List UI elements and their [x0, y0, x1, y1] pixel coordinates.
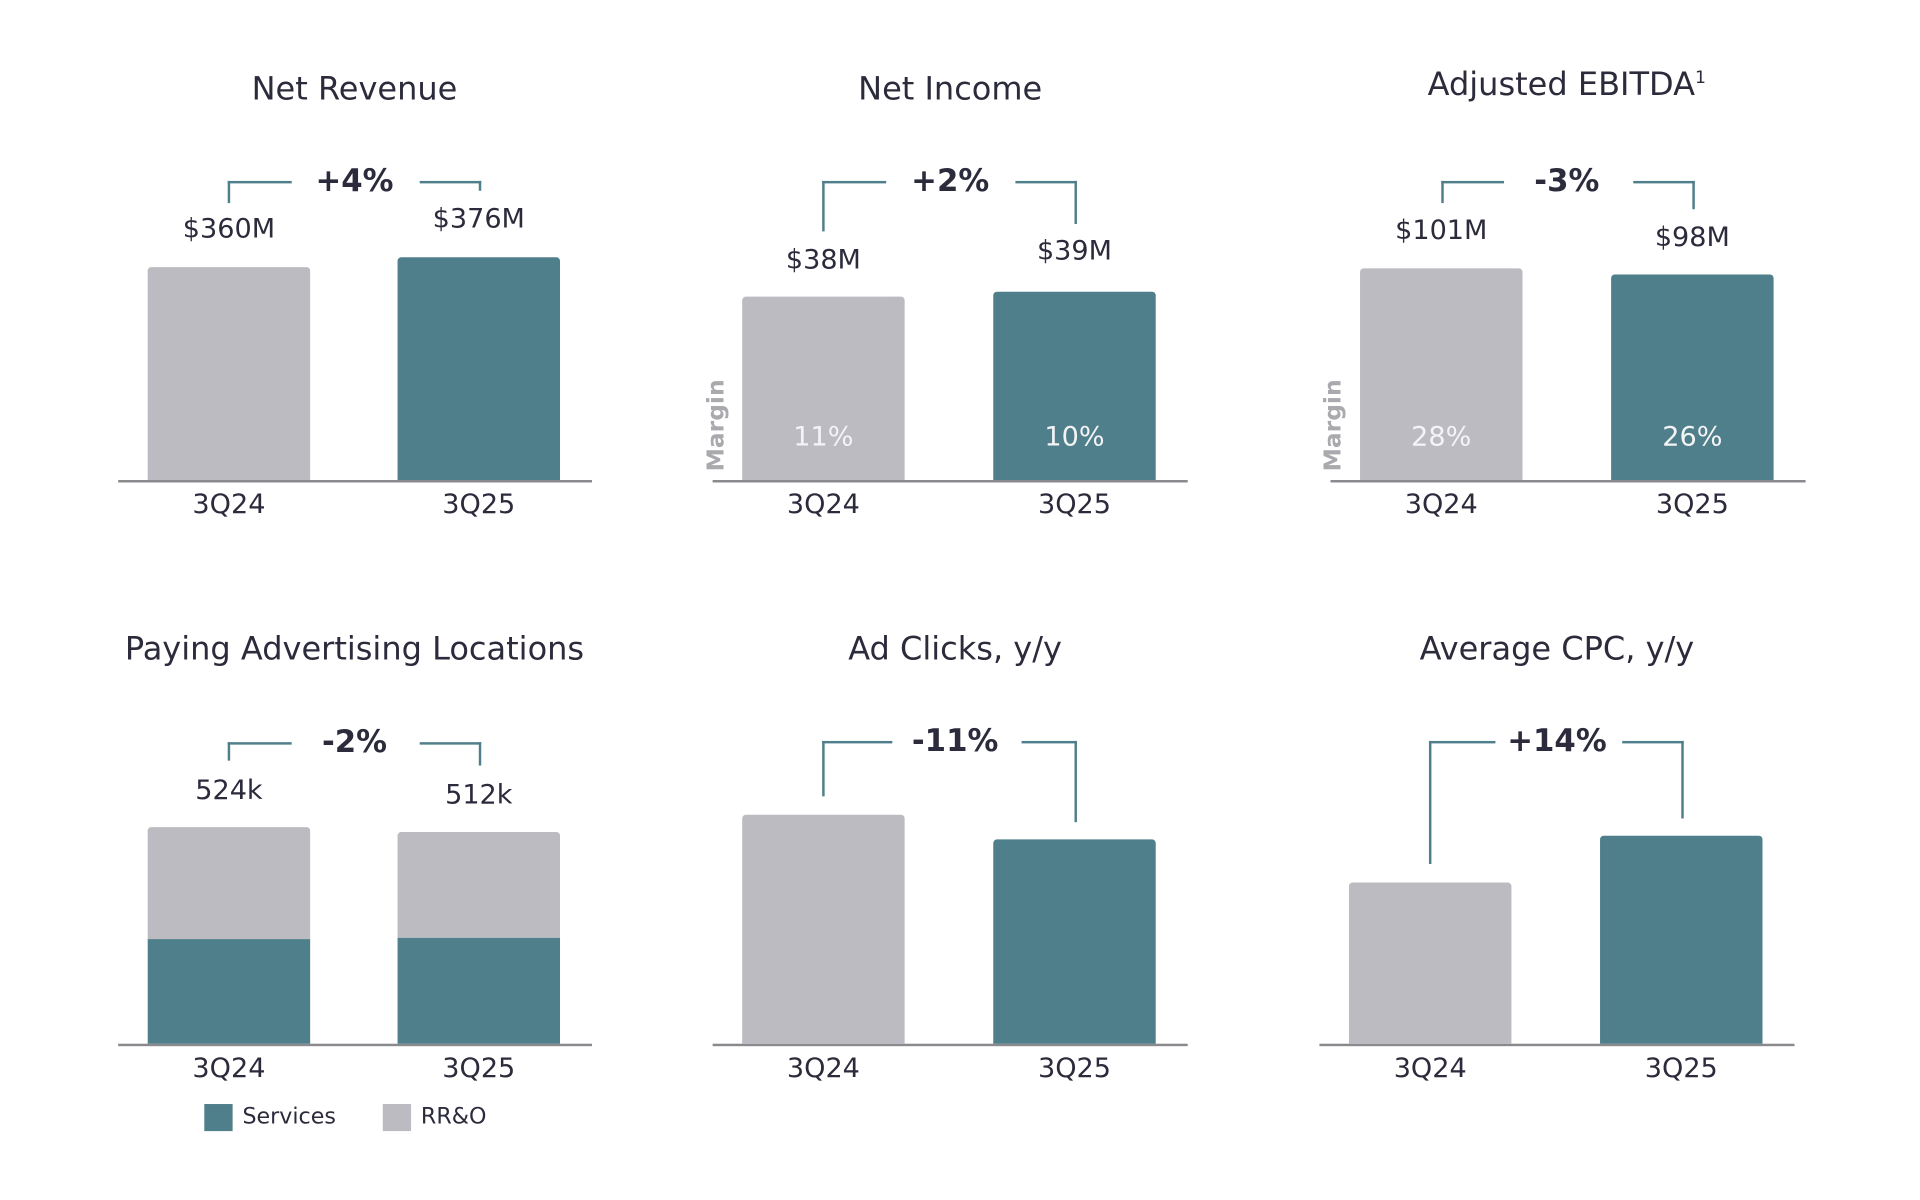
x-tick-label: 3Q25	[1037, 1053, 1111, 1085]
x-axis-line	[1330, 480, 1806, 483]
margin-value: 10%	[1044, 422, 1105, 453]
x-tick-label: 3Q24	[192, 489, 266, 521]
x-tick-label: 3Q25	[442, 489, 516, 521]
margin-value: 26%	[1662, 422, 1723, 453]
bracket-right-vertical	[1692, 180, 1695, 210]
bar-3Q25	[1600, 835, 1763, 1044]
chart-title: Ad Clicks, y/y	[848, 634, 1062, 666]
bracket-right-horizontal	[1021, 740, 1077, 744]
bracket-left-vertical	[227, 742, 231, 761]
x-tick-label: 3Q25	[1655, 489, 1729, 521]
bar-3Q24	[742, 814, 905, 1044]
margin-value: 11%	[793, 422, 854, 453]
bracket-left-vertical	[822, 180, 825, 232]
data-label: 524k	[195, 775, 263, 807]
chart-title: Adjusted EBITDA1	[1428, 69, 1706, 101]
data-label: $39M	[1036, 236, 1113, 268]
bar-3Q25	[1611, 274, 1774, 480]
bracket-left-horizontal	[227, 742, 292, 745]
bracket-left-vertical	[1428, 740, 1432, 865]
legend-label: Services	[242, 1104, 336, 1130]
chart-title: Paying Advertising Locations	[125, 634, 584, 666]
bracket-right-vertical	[1074, 180, 1077, 225]
bracket-right-horizontal	[1015, 180, 1077, 184]
bar-3Q24	[1360, 268, 1523, 480]
data-label: $101M	[1395, 215, 1488, 247]
bracket-left-horizontal	[227, 180, 292, 184]
x-tick-label: 3Q24	[786, 489, 860, 521]
x-tick-label: 3Q25	[442, 1053, 516, 1085]
bracket-right-horizontal	[1633, 180, 1695, 184]
data-label: $38M	[785, 244, 861, 276]
bar-services	[397, 937, 561, 1044]
bar-3Q25	[397, 257, 561, 480]
chart-title-text: Net Revenue	[251, 71, 458, 109]
bracket-right-horizontal	[419, 180, 482, 184]
x-tick-label: 3Q25	[1037, 489, 1111, 521]
bracket-left-horizontal	[1428, 740, 1496, 744]
bar-3Q24	[1348, 882, 1512, 1044]
bracket-right-horizontal	[1622, 740, 1684, 744]
chart-title: Average CPC, y/y	[1420, 634, 1695, 666]
chart-title-text: Adjusted EBITDA	[1427, 66, 1695, 104]
bracket-left-horizontal	[822, 740, 893, 744]
x-axis-line	[118, 1043, 593, 1047]
bar-rro	[397, 831, 561, 938]
bracket-left-vertical	[822, 740, 825, 797]
data-label: 512k	[445, 780, 513, 812]
x-tick-label: 3Q24	[786, 1053, 860, 1085]
bar-3Q24	[147, 267, 311, 480]
change-label: -3%	[1534, 162, 1600, 199]
bracket-right-horizontal	[419, 742, 482, 745]
chart-title-text: Ad Clicks, y/y	[848, 631, 1062, 669]
chart-title-text: Paying Advertising Locations	[124, 631, 585, 669]
change-label: -11%	[911, 722, 999, 759]
chart-title-text: Average CPC, y/y	[1419, 631, 1695, 669]
data-label: $98M	[1654, 222, 1730, 254]
change-label: +4%	[315, 162, 394, 199]
bar-3Q24	[742, 296, 905, 480]
chart-title-text: Net Income	[858, 71, 1043, 109]
bracket-left-horizontal	[1441, 180, 1505, 184]
legend-swatch-rro	[382, 1104, 412, 1132]
bracket-right-vertical	[1681, 740, 1684, 819]
x-axis-line	[712, 1043, 1188, 1047]
bar-3Q25	[993, 839, 1156, 1044]
bracket-right-vertical	[478, 742, 482, 766]
bracket-right-vertical	[1074, 740, 1077, 823]
data-label: $360M	[182, 214, 276, 245]
change-label: -2%	[321, 723, 387, 760]
bracket-left-vertical	[227, 180, 231, 204]
margin-value: 28%	[1411, 422, 1472, 453]
x-axis-line	[118, 480, 593, 483]
legend-swatch-services	[204, 1104, 233, 1132]
bar-3Q25	[993, 291, 1156, 480]
change-label: +14%	[1507, 722, 1607, 759]
change-label: +2%	[911, 162, 990, 199]
x-axis-line	[1319, 1043, 1795, 1047]
legend-label: RR&O	[420, 1104, 487, 1130]
chart-title: Net Revenue	[252, 74, 458, 106]
bracket-left-horizontal	[822, 180, 887, 184]
x-axis-line	[712, 480, 1188, 483]
margin-axis-label: Margin	[1319, 379, 1347, 472]
footnote-marker: 1	[1694, 68, 1706, 88]
bar-services	[147, 939, 311, 1044]
chart-title: Net Income	[858, 74, 1042, 106]
bracket-left-vertical	[1441, 180, 1444, 204]
x-tick-label: 3Q24	[192, 1053, 266, 1085]
bracket-right-vertical	[478, 180, 482, 191]
x-tick-label: 3Q24	[1393, 1053, 1467, 1085]
x-tick-label: 3Q24	[1404, 489, 1478, 521]
x-tick-label: 3Q25	[1644, 1053, 1718, 1085]
data-label: $376M	[432, 204, 525, 236]
margin-axis-label: Margin	[702, 379, 730, 472]
bar-rro	[147, 827, 311, 940]
